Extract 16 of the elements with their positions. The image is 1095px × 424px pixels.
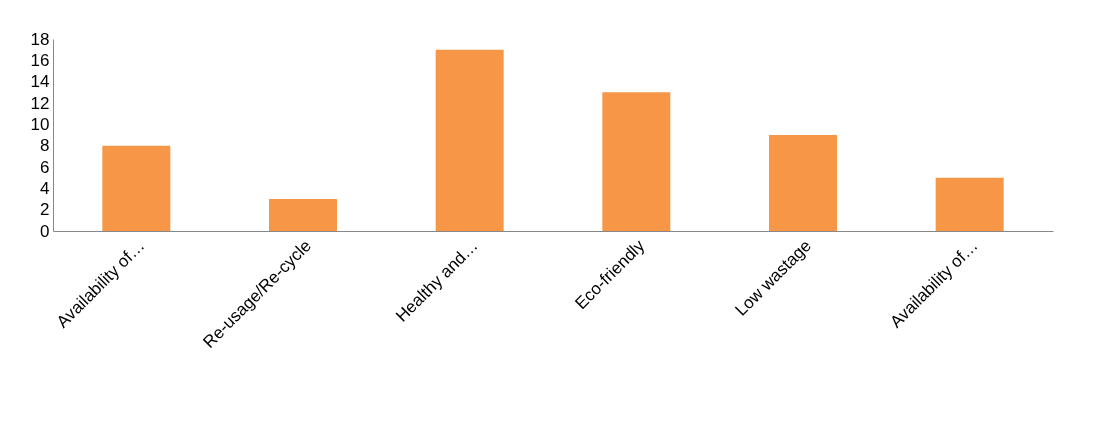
y-tick-label: 6 [40, 157, 50, 177]
y-tick-label: 12 [30, 93, 50, 113]
y-tick-label: 4 [40, 178, 50, 198]
bar [435, 49, 504, 231]
bar [935, 177, 1004, 231]
bar [769, 135, 837, 231]
bar [269, 199, 337, 231]
y-tick-label: 8 [40, 136, 50, 156]
y-tick-label: 14 [30, 72, 50, 92]
y-tick-label: 2 [40, 200, 50, 220]
y-tick-label: 16 [30, 50, 50, 70]
y-tick-label: 0 [40, 221, 50, 241]
y-tick-label: 18 [30, 29, 50, 49]
bar [102, 145, 171, 231]
bar [602, 92, 671, 231]
y-tick-label: 10 [30, 114, 50, 134]
